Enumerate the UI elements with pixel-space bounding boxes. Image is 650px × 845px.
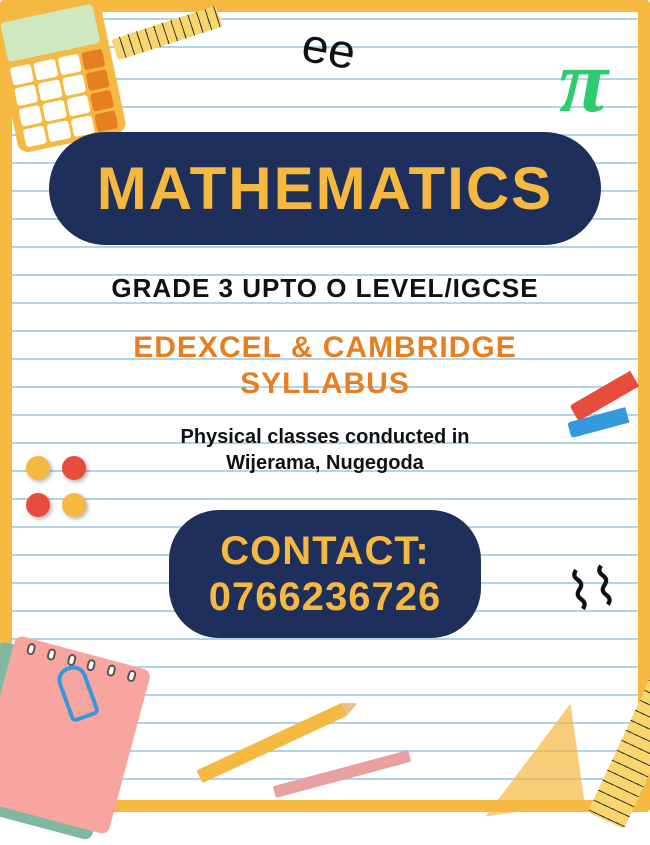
title-pill: MATHEMATICS bbox=[49, 132, 601, 245]
location-text: Physical classes conducted in Wijerama, … bbox=[12, 424, 638, 476]
grade-level-text: GRADE 3 UPTO O LEVEL/IGCSE bbox=[12, 273, 638, 304]
contact-number: 0766236726 bbox=[209, 574, 441, 620]
location-line-1: Physical classes conducted in bbox=[12, 424, 638, 450]
syllabus-text: EDEXCEL & CAMBRIDGE SYLLABUS bbox=[12, 330, 638, 402]
contact-label: CONTACT: bbox=[209, 528, 441, 574]
location-line-2: Wijerama, Nugegoda bbox=[12, 450, 638, 476]
syllabus-line-2: SYLLABUS bbox=[12, 366, 638, 402]
syllabus-line-1: EDEXCEL & CAMBRIDGE bbox=[12, 330, 638, 366]
flyer-content: MATHEMATICS GRADE 3 UPTO O LEVEL/IGCSE E… bbox=[12, 12, 638, 638]
contact-pill: CONTACT: 0766236726 bbox=[169, 510, 481, 638]
flyer-page: ee π ⌇⌇ MATHEMATICS GRADE 3 UPTO O LEVEL… bbox=[0, 0, 650, 812]
set-square-icon bbox=[472, 704, 585, 817]
flyer-title: MATHEMATICS bbox=[97, 154, 553, 223]
